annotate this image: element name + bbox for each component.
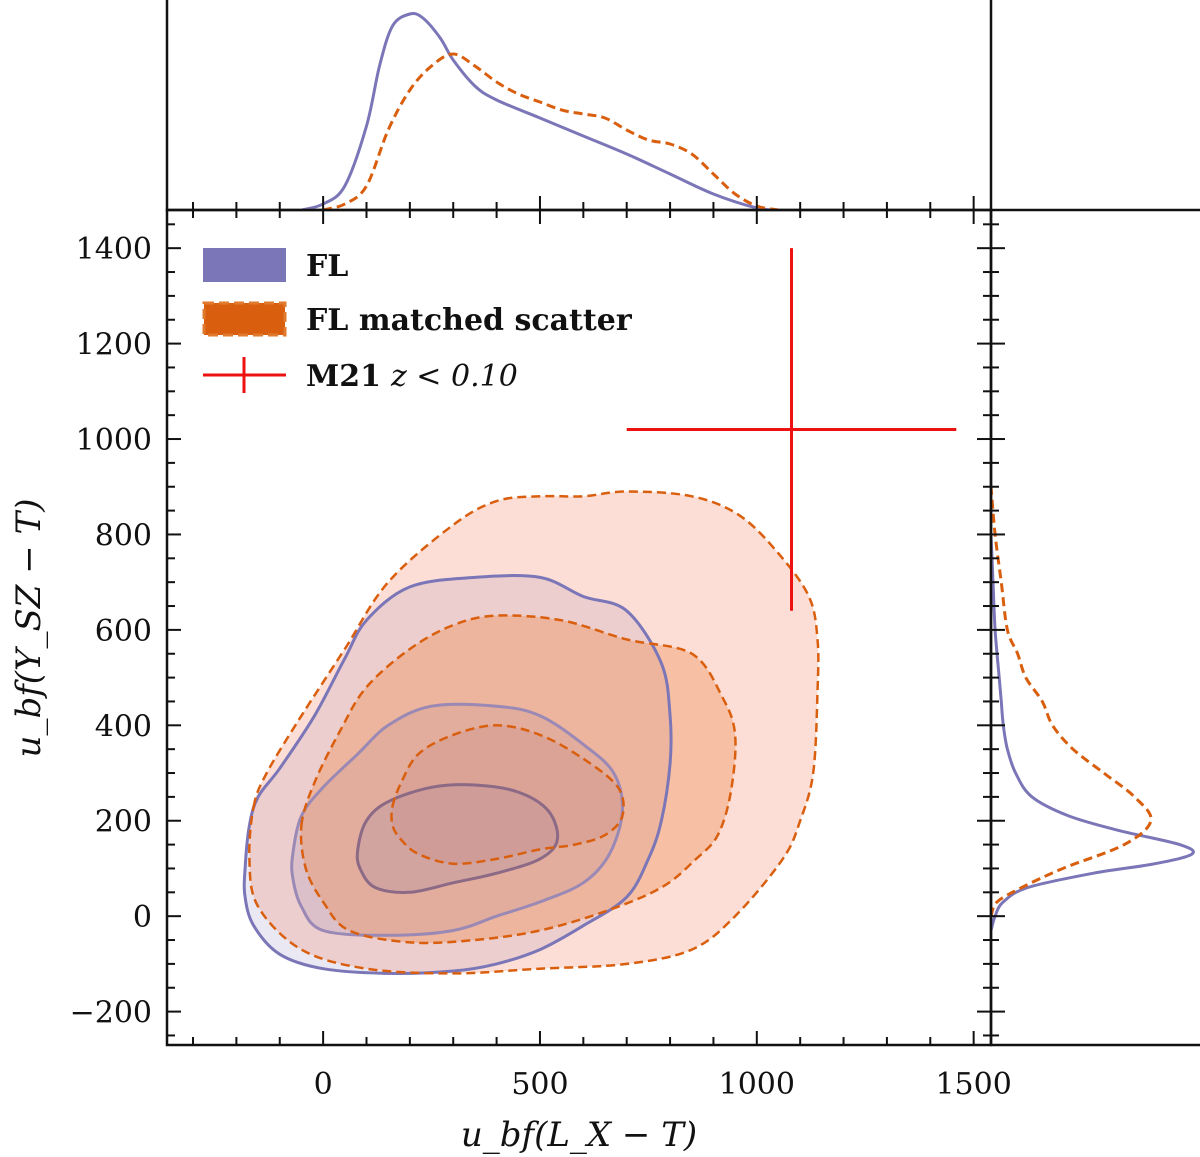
fl-matched-contour-fill-inner xyxy=(391,725,624,864)
legend-swatch-fl-matched xyxy=(202,301,287,337)
fl-contour-fill-mid xyxy=(291,704,623,936)
main-plot-area: 0 500 1000 1500 −200 0 200 400 600 800 1000 1200 140… xyxy=(70,208,1012,1102)
top-marginal-ticks xyxy=(192,196,975,210)
y-tick-label: 1000 xyxy=(76,423,152,458)
main-tick-labels: 0 500 1000 1500 −200 0 200 400 600 800 1000 1200 140… xyxy=(70,232,1012,1102)
y-tick-label: 800 xyxy=(95,518,152,553)
fl-matched-contour-line-1 xyxy=(299,614,737,945)
right-marginal-frame xyxy=(989,208,1200,1047)
fl-contour-line-1 xyxy=(290,702,624,937)
right-marginal-ticks xyxy=(991,223,1005,1037)
y-axis-title: u_bf(Y_SZ − T) xyxy=(9,499,49,758)
y-tick-label: 0 xyxy=(133,900,152,935)
main-axis-ticks xyxy=(167,210,991,1045)
top-marginal-curves xyxy=(301,12,779,210)
fl-matched-contour-line-2 xyxy=(390,724,625,866)
fl-matched-contour-fill-outer xyxy=(249,491,819,974)
contour-fills xyxy=(244,491,819,974)
top-marginal-panel xyxy=(165,0,993,212)
legend-swatch-fl xyxy=(203,248,286,282)
legend-label-fl-matched: FL matched scatter xyxy=(306,303,633,338)
fl-contour-fill-outer xyxy=(244,575,672,974)
top-marginal-frame xyxy=(165,0,993,212)
x-axis-title: u_bf(L_X − T) xyxy=(461,1115,697,1155)
fl-matched-marginal-y-curve xyxy=(991,486,1153,917)
x-tick-label: 1000 xyxy=(719,1067,795,1102)
legend: FL FL matched scatter M21 z < 0.10 xyxy=(202,248,633,394)
fl-matched-contour-fill-mid xyxy=(300,615,736,943)
fl-contour-line-2 xyxy=(355,783,560,894)
fl-marginal-y-curve xyxy=(991,534,1195,931)
x-tick-label: 0 xyxy=(314,1067,333,1102)
legend-label-fl: FL xyxy=(306,249,348,284)
y-tick-label: 200 xyxy=(95,805,152,840)
fl-contour-fill-inner xyxy=(357,784,558,893)
m21-errorbar xyxy=(626,248,957,611)
y-tick-label: 1400 xyxy=(76,232,152,267)
x-tick-label: 1500 xyxy=(935,1067,1011,1102)
fl-matched-contour-line-0 xyxy=(248,490,820,975)
fl-matched-marginal-x-curve xyxy=(322,52,779,210)
legend-label-m21: M21 z < 0.10 xyxy=(306,359,518,394)
right-marginal-panel xyxy=(989,208,1200,1047)
y-tick-label: 400 xyxy=(95,709,152,744)
right-marginal-curves xyxy=(991,486,1195,931)
x-tick-label: 500 xyxy=(511,1067,568,1102)
contour-lines xyxy=(242,490,820,975)
y-tick-label: 1200 xyxy=(76,328,152,363)
legend-label-m21-suffix: z < 0.10 xyxy=(390,359,518,394)
legend-label-m21-name: M21 xyxy=(306,359,381,394)
y-tick-label: −200 xyxy=(70,996,152,1031)
y-tick-label: 600 xyxy=(95,614,152,649)
fl-marginal-x-curve xyxy=(301,12,779,210)
fl-contour-line-0 xyxy=(242,574,673,975)
